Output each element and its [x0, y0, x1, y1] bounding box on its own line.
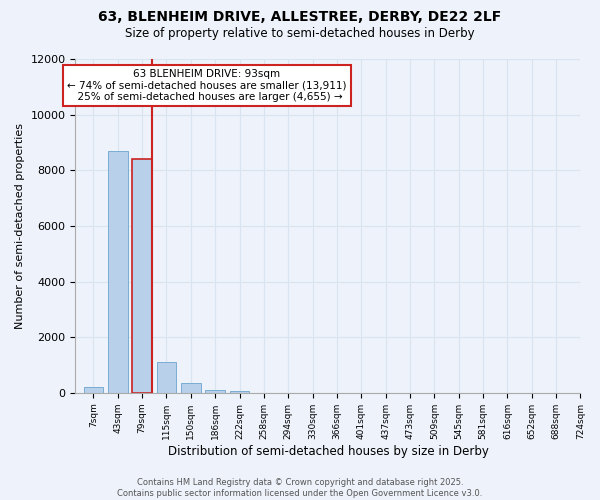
- Bar: [157, 362, 176, 393]
- Bar: [230, 392, 249, 393]
- Text: Size of property relative to semi-detached houses in Derby: Size of property relative to semi-detach…: [125, 28, 475, 40]
- Bar: [205, 390, 225, 393]
- Y-axis label: Number of semi-detached properties: Number of semi-detached properties: [15, 123, 25, 329]
- Bar: [83, 388, 103, 393]
- Bar: [133, 159, 152, 393]
- Text: Contains HM Land Registry data © Crown copyright and database right 2025.
Contai: Contains HM Land Registry data © Crown c…: [118, 478, 482, 498]
- Text: 63, BLENHEIM DRIVE, ALLESTREE, DERBY, DE22 2LF: 63, BLENHEIM DRIVE, ALLESTREE, DERBY, DE…: [98, 10, 502, 24]
- Text: 63 BLENHEIM DRIVE: 93sqm
← 74% of semi-detached houses are smaller (13,911)
  25: 63 BLENHEIM DRIVE: 93sqm ← 74% of semi-d…: [67, 69, 346, 102]
- Bar: [108, 151, 128, 393]
- X-axis label: Distribution of semi-detached houses by size in Derby: Distribution of semi-detached houses by …: [167, 444, 488, 458]
- Bar: [181, 383, 200, 393]
